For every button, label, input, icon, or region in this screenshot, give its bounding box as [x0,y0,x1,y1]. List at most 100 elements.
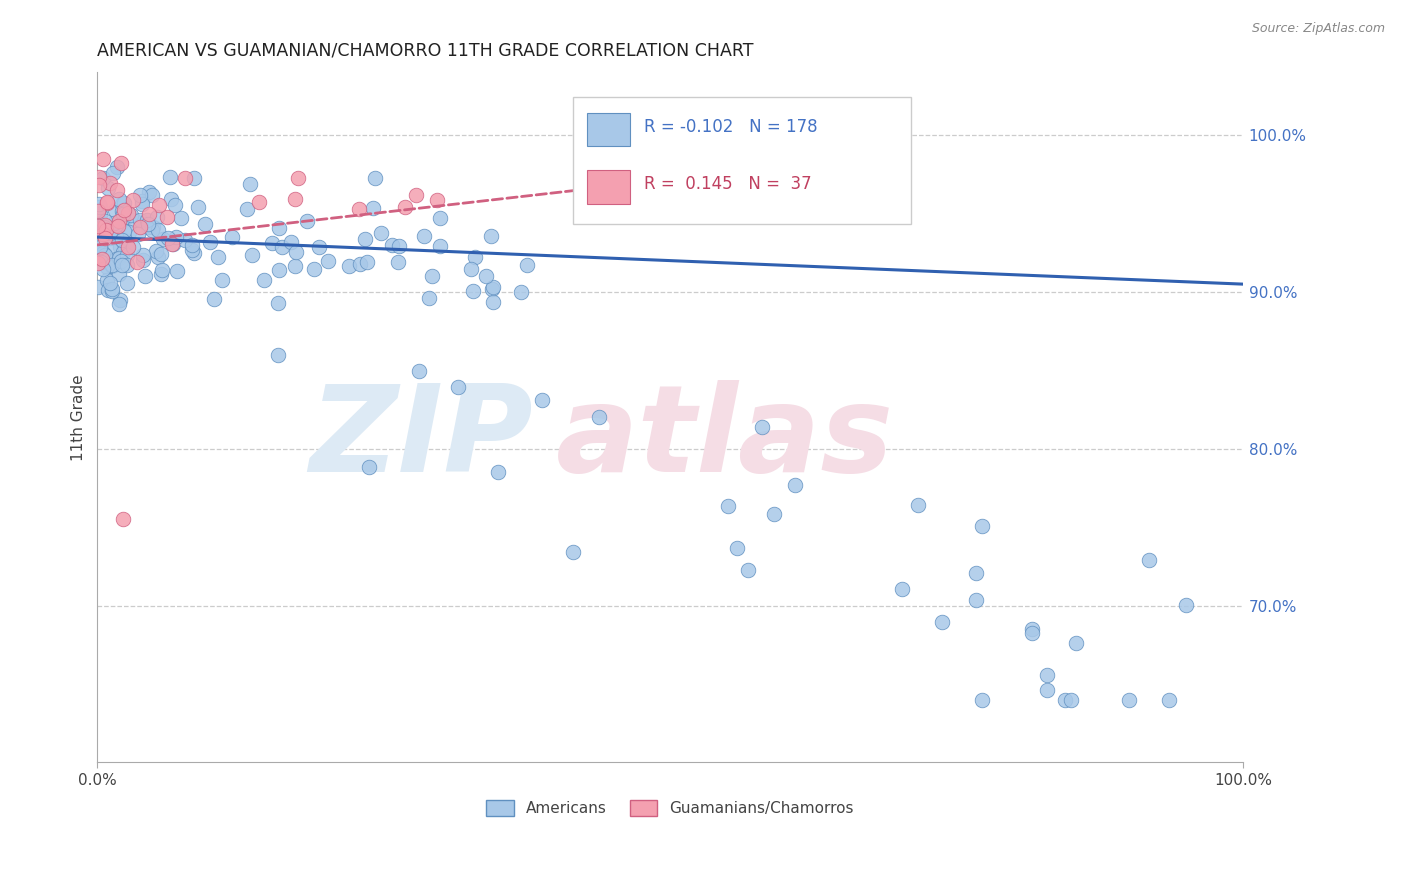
Point [890,582,912,597]
Point [516,258,538,272]
Point [111,258,134,272]
Point [146,251,169,265]
Point [260,236,283,251]
Point [562,545,585,559]
Point [148,198,170,212]
Point [413,228,436,243]
Point [302,262,325,277]
Point [388,238,411,252]
Point [104,218,127,232]
Point [420,268,443,283]
Point [907,498,929,512]
Point [114,233,136,247]
Text: AMERICAN VS GUAMANIAN/CHAMORRO 11TH GRADE CORRELATION CHART: AMERICAN VS GUAMANIAN/CHAMORRO 11TH GRAD… [97,42,754,60]
Text: Source: ZipAtlas.com: Source: ZipAtlas.com [1251,22,1385,36]
Text: R =  0.145   N =  37: R = 0.145 N = 37 [644,175,811,194]
Point [370,226,392,240]
Point [110,240,132,254]
Point [965,566,987,581]
Point [394,201,416,215]
Point [267,221,290,235]
Point [183,246,205,260]
Point [972,518,994,533]
Point [100,282,122,296]
Point [91,152,114,166]
Point [308,240,330,254]
Point [1060,692,1083,706]
Point [112,196,135,211]
Point [266,348,288,362]
Point [931,615,953,630]
Point [94,231,117,245]
Point [446,380,468,394]
Point [103,216,125,230]
Legend: Americans, Guamanians/Chamorros: Americans, Guamanians/Chamorros [478,792,862,824]
Point [221,229,243,244]
Point [965,593,987,607]
Text: R = -0.102   N = 178: R = -0.102 N = 178 [644,118,817,136]
Point [93,218,115,232]
Point [183,170,205,185]
Point [115,248,138,262]
Point [87,219,110,233]
Point [87,280,110,294]
Point [1159,692,1181,706]
Point [120,208,142,222]
Point [783,478,806,492]
Point [136,217,159,231]
Point [174,170,197,185]
Point [96,273,118,287]
Point [181,243,204,257]
Point [211,273,233,287]
Point [89,200,111,214]
Point [112,202,135,217]
Point [271,240,294,254]
Point [737,563,759,577]
Point [108,297,131,311]
Point [93,219,115,234]
Point [509,285,531,300]
Point [131,194,153,208]
Point [267,263,290,277]
Point [363,201,385,215]
Point [202,292,225,306]
Point [107,252,129,266]
Point [134,268,156,283]
Point [138,207,160,221]
Point [751,420,773,434]
Point [114,211,136,226]
Point [129,188,152,202]
Text: ZIP: ZIP [309,380,533,497]
Point [111,512,134,526]
Point [136,220,159,235]
Point [146,210,169,224]
Point [364,170,387,185]
Point [117,206,139,220]
Point [156,211,179,225]
Point [187,200,209,214]
Point [354,232,377,246]
Point [357,460,380,475]
Point [146,223,169,237]
Point [247,194,270,209]
Point [91,170,114,185]
Point [90,254,112,268]
Point [284,259,307,273]
Point [108,192,131,206]
Point [96,195,118,210]
Point [162,236,184,251]
Point [1021,625,1043,640]
Point [145,244,167,258]
Point [107,214,129,228]
FancyBboxPatch shape [572,96,911,224]
Point [481,282,503,296]
Point [405,187,427,202]
Point [285,244,308,259]
Point [207,250,229,264]
Point [429,211,451,225]
Point [160,193,183,207]
Point [107,219,129,233]
Point [111,203,134,218]
Point [89,207,111,221]
Point [112,244,135,259]
